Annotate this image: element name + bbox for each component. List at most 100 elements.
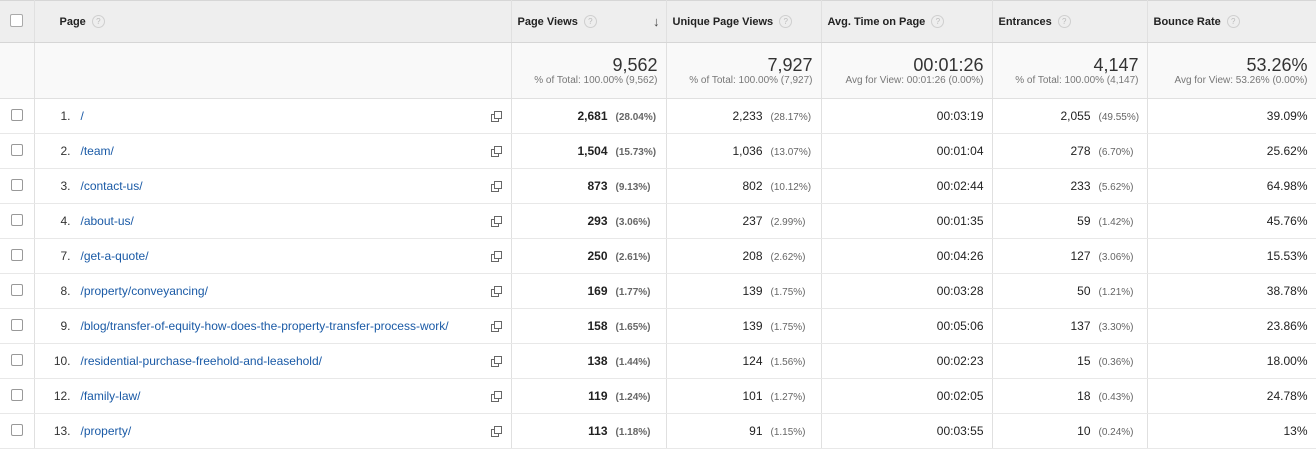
table-row: 9. /blog/transfer-of-equity-how-does-the-… xyxy=(0,308,1316,344)
row-checkbox[interactable] xyxy=(10,318,23,331)
help-icon[interactable]: ? xyxy=(1057,15,1071,28)
bounce-rate-value: 45.76% xyxy=(1266,214,1308,228)
table-row: 10. /residential-purchase-freehold-and-le… xyxy=(0,343,1316,379)
open-in-new-window-icon[interactable] xyxy=(490,251,502,262)
totals-row: 9,562% of Total: 100.00% (9,562) 7,927% … xyxy=(0,42,1316,99)
unique-page-views-cell: 802 (10.12%) xyxy=(666,168,822,204)
page-path-link[interactable]: /blog/transfer-of-equity-how-does-the-pr… xyxy=(80,319,449,333)
row-checkbox[interactable] xyxy=(10,283,23,296)
page-views-value: 293 xyxy=(587,214,608,228)
header-avg-time-label: Avg. Time on Page xyxy=(827,15,926,28)
help-icon[interactable]: ? xyxy=(931,15,945,28)
page-path-link[interactable]: /get-a-quote/ xyxy=(80,249,149,263)
bounce-rate-value: 38.78% xyxy=(1266,284,1308,298)
table-row: 13. /property/113 (1.18%) 91 (1.15%) 00:03:55… xyxy=(0,413,1316,449)
page-path-link[interactable]: /property/ xyxy=(80,424,132,438)
page-views-percent: (3.06%) xyxy=(615,217,651,228)
unique-page-views-value: 139 xyxy=(742,319,763,333)
row-checkbox[interactable] xyxy=(10,143,23,156)
page-views-cell: 158 (1.65%) xyxy=(511,308,667,344)
unique-page-views-value: 208 xyxy=(742,249,763,263)
unique-page-views-value: 91 xyxy=(749,424,763,438)
bounce-rate-cell: 15.53% xyxy=(1147,238,1316,274)
entrances-cell: 137 (3.30%) xyxy=(992,308,1148,344)
page-views-cell: 113 (1.18%) xyxy=(511,413,667,449)
bounce-rate-value: 23.86% xyxy=(1266,319,1308,333)
select-all-checkbox[interactable] xyxy=(10,13,24,27)
unique-page-views-cell: 124 (1.56%) xyxy=(666,343,822,379)
avg-time-value: 00:03:55 xyxy=(936,424,984,438)
table-row: 4. /about-us/293 (3.06%) 237 (2.99%) 00:01:35… xyxy=(0,203,1316,239)
bounce-rate-value: 13% xyxy=(1283,424,1308,438)
page-path-link[interactable]: /property/conveyancing/ xyxy=(80,284,208,298)
unique-page-views-cell: 1,036 (13.07%) xyxy=(666,133,822,169)
open-in-new-window-icon[interactable] xyxy=(490,391,502,402)
open-in-new-window-icon[interactable] xyxy=(490,356,502,367)
row-checkbox[interactable] xyxy=(10,248,23,261)
header-unique-page-views[interactable]: Unique Page Views? xyxy=(666,0,822,43)
help-icon[interactable]: ? xyxy=(583,15,597,28)
page-cell: 7. /get-a-quote/ xyxy=(34,238,512,274)
page-views-percent: (1.65%) xyxy=(615,322,651,333)
row-checkbox-cell xyxy=(0,98,35,134)
total-entrances-sub: % of Total: 100.00% (4,147) xyxy=(1015,74,1139,86)
total-bounce-rate-value: 53.26% xyxy=(1246,54,1308,75)
unique-page-views-value: 802 xyxy=(742,179,763,193)
header-entrances[interactable]: Entrances? xyxy=(992,0,1148,43)
row-checkbox[interactable] xyxy=(10,108,23,121)
open-in-new-window-icon[interactable] xyxy=(490,216,502,227)
open-in-new-window-icon[interactable] xyxy=(490,321,502,332)
page-path-link[interactable]: /contact-us/ xyxy=(80,179,143,193)
entrances-value: 2,055 xyxy=(1060,109,1091,123)
page-views-cell: 1,504 (15.73%) xyxy=(511,133,667,169)
header-avg-time[interactable]: Avg. Time on Page? xyxy=(821,0,993,43)
page-path-link[interactable]: /team/ xyxy=(80,144,114,158)
open-in-new-window-icon[interactable] xyxy=(490,426,502,437)
header-page-views[interactable]: Page Views? ↓ xyxy=(511,0,667,43)
unique-page-views-percent: (1.75%) xyxy=(770,322,806,333)
bounce-rate-value: 25.62% xyxy=(1266,144,1308,158)
page-path-link[interactable]: /about-us/ xyxy=(80,214,134,228)
row-checkbox-cell xyxy=(0,413,35,449)
bounce-rate-value: 64.98% xyxy=(1266,179,1308,193)
total-page-views-value: 9,562 xyxy=(612,54,658,75)
entrances-value: 59 xyxy=(1077,214,1091,228)
avg-time-cell: 00:03:19 xyxy=(821,98,993,134)
page-cell: 13. /property/ xyxy=(34,413,512,449)
open-in-new-window-icon[interactable] xyxy=(490,146,502,157)
page-path-link[interactable]: /family-law/ xyxy=(80,389,141,403)
entrances-value: 137 xyxy=(1070,319,1091,333)
header-bounce-rate[interactable]: Bounce Rate? xyxy=(1147,0,1316,43)
help-icon[interactable]: ? xyxy=(779,15,793,28)
help-icon[interactable]: ? xyxy=(1226,15,1240,28)
row-checkbox[interactable] xyxy=(10,213,23,226)
unique-page-views-cell: 208 (2.62%) xyxy=(666,238,822,274)
bounce-rate-cell: 25.62% xyxy=(1147,133,1316,169)
page-path-link[interactable]: /residential-purchase-freehold-and-lease… xyxy=(80,354,322,368)
row-checkbox[interactable] xyxy=(10,423,23,436)
total-page-views-sub: % of Total: 100.00% (9,562) xyxy=(534,74,658,86)
bounce-rate-cell: 64.98% xyxy=(1147,168,1316,204)
page-cell: 10. /residential-purchase-freehold-and-le… xyxy=(34,343,512,379)
page-views-cell: 873 (9.13%) xyxy=(511,168,667,204)
page-views-percent: (9.13%) xyxy=(615,182,651,193)
page-views-value: 138 xyxy=(587,354,608,368)
page-views-cell: 2,681 (28.04%) xyxy=(511,98,667,134)
header-page[interactable]: Page? xyxy=(34,0,512,43)
row-checkbox[interactable] xyxy=(10,178,23,191)
entrances-percent: (1.21%) xyxy=(1098,287,1134,298)
unique-page-views-value: 237 xyxy=(742,214,763,228)
bounce-rate-cell: 45.76% xyxy=(1147,203,1316,239)
page-views-cell: 169 (1.77%) xyxy=(511,273,667,309)
page-path-link[interactable]: / xyxy=(80,109,84,123)
page-views-cell: 293 (3.06%) xyxy=(511,203,667,239)
bounce-rate-value: 39.09% xyxy=(1266,109,1308,123)
row-checkbox[interactable] xyxy=(10,388,23,401)
open-in-new-window-icon[interactable] xyxy=(490,111,502,122)
row-checkbox[interactable] xyxy=(10,353,23,366)
sort-down-icon[interactable]: ↓ xyxy=(653,14,660,29)
open-in-new-window-icon[interactable] xyxy=(490,286,502,297)
open-in-new-window-icon[interactable] xyxy=(490,181,502,192)
help-icon[interactable]: ? xyxy=(91,15,105,28)
